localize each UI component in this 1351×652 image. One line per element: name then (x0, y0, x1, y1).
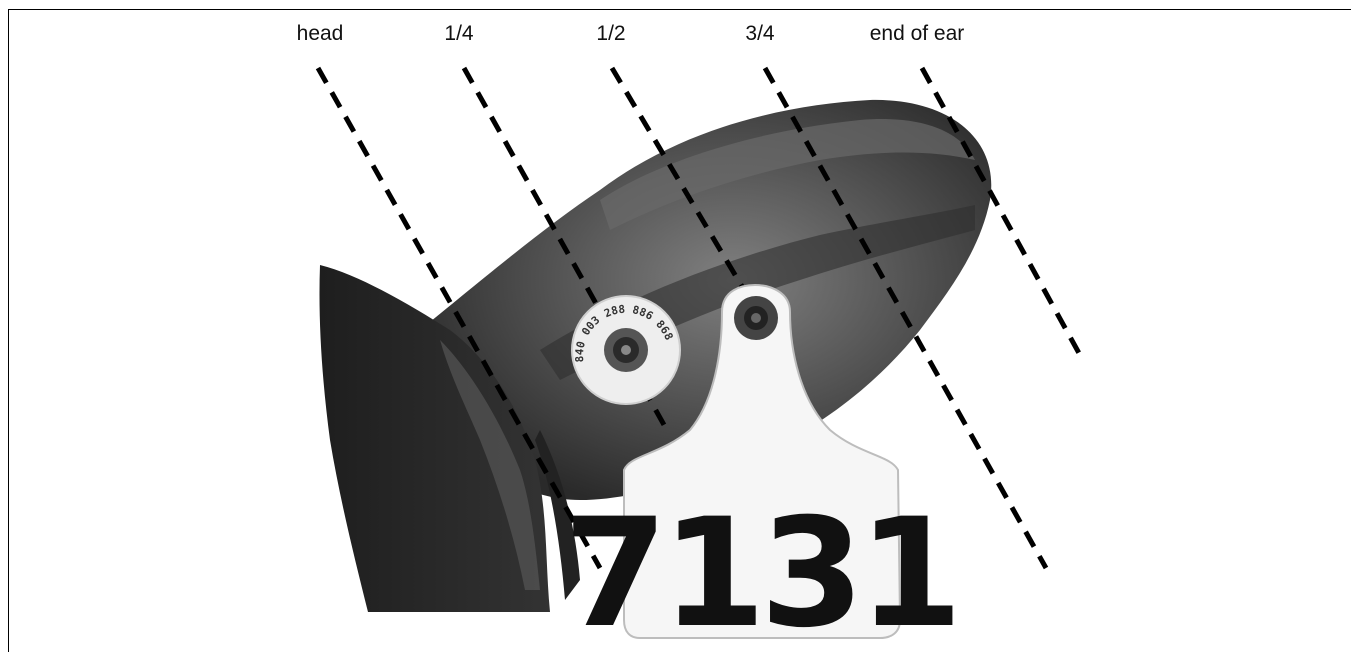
figure-frame (8, 9, 1351, 652)
label-head: head (296, 22, 344, 45)
head-shape (319, 265, 550, 612)
panel-tag-number: 7131 (563, 487, 956, 652)
label-three-quarter: 3/4 (745, 22, 775, 45)
line-three-quarter (762, 66, 1049, 570)
label-quarter: 1/4 (444, 22, 474, 45)
line-half (609, 66, 753, 302)
line-head (315, 66, 603, 570)
panel-tag: 7131 (563, 283, 963, 652)
button-tag: 840 003 288 886 868 (571, 295, 681, 405)
label-end-of-ear: end of ear (869, 22, 965, 45)
label-half: 1/2 (596, 22, 626, 45)
